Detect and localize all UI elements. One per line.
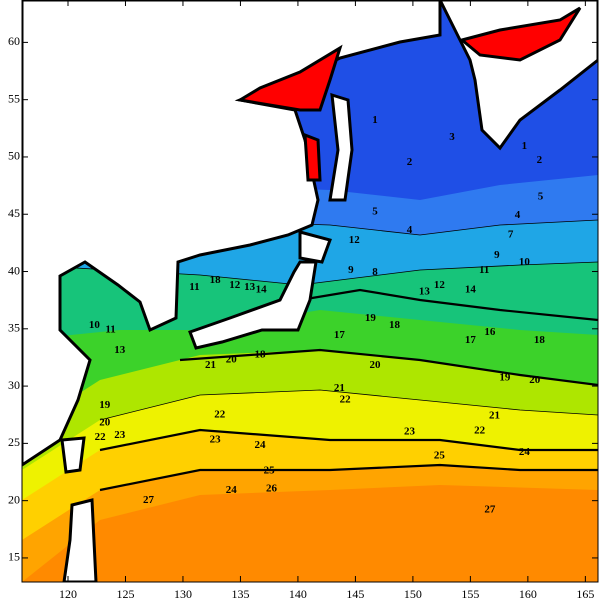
- contour-label: 24: [254, 439, 266, 451]
- contour-label: 22: [95, 431, 107, 443]
- contour-label: 13: [419, 286, 431, 298]
- contour-label: 24: [519, 446, 531, 458]
- contour-label: 10: [519, 256, 531, 268]
- contour: [99, 463, 598, 492]
- land-philippines: [62, 498, 98, 582]
- y-tick-label: 35: [8, 321, 20, 335]
- contour-label: 21: [489, 409, 500, 421]
- x-tick-label: 140: [289, 587, 307, 601]
- contour-label: 2: [537, 154, 543, 166]
- contour-label: 22: [214, 408, 226, 420]
- band: [22, 485, 598, 582]
- contour-label: 27: [143, 494, 155, 506]
- contour-label: 23: [210, 433, 222, 445]
- land-hokkaido: [298, 230, 332, 264]
- y-tick-label: 15: [8, 550, 20, 564]
- y-tick-label: 20: [8, 492, 20, 506]
- contour-label: 14: [256, 283, 268, 295]
- contour-label: 22: [474, 424, 486, 436]
- contour-label: 4: [515, 209, 521, 221]
- contour-label: 19: [365, 312, 377, 324]
- x-tick-label: 150: [404, 587, 422, 601]
- y-tick-label: 55: [8, 91, 20, 105]
- contour-label: 21: [334, 382, 345, 394]
- ice: [235, 44, 343, 112]
- contour-label: 17: [334, 329, 346, 341]
- contour-label: 24: [226, 484, 238, 496]
- contour-label: 7: [508, 228, 514, 240]
- x-tick-label: 155: [461, 587, 479, 601]
- ice: [458, 6, 582, 62]
- contour-label: 14: [465, 283, 477, 295]
- x-tick-label: 125: [116, 587, 134, 601]
- contour-label: 10: [89, 319, 101, 331]
- contour-label: 23: [404, 425, 416, 437]
- contour-label: 20: [529, 374, 541, 386]
- contour-label: 9: [348, 264, 354, 276]
- land-taiwan: [60, 436, 86, 474]
- contour-label: 25: [434, 450, 446, 462]
- x-tick-label: 160: [519, 587, 537, 601]
- y-tick-label: 40: [8, 263, 20, 277]
- x-tick-label: 145: [346, 587, 364, 601]
- contour-label: 19: [99, 399, 111, 411]
- contour-label: 4: [407, 224, 413, 236]
- contour-label: 18: [534, 334, 546, 346]
- land-sakhalin: [328, 92, 354, 202]
- x-tick-label: 135: [231, 587, 249, 601]
- contour-label: 22: [340, 393, 352, 405]
- y-tick-label: 60: [8, 34, 20, 48]
- contour-label: 19: [499, 372, 511, 384]
- contour-label: 17: [465, 334, 477, 346]
- contour-label: 3: [449, 131, 455, 143]
- land-honshu: [188, 260, 318, 350]
- contour-label: 1: [372, 114, 378, 126]
- frame: [21, 0, 599, 583]
- contour-label: 20: [226, 353, 238, 365]
- x-tick-label: 165: [576, 587, 594, 601]
- y-tick-label: 45: [8, 206, 20, 220]
- contour-label: 11: [189, 281, 199, 293]
- contour-label: 5: [538, 191, 544, 203]
- contour: [299, 288, 598, 322]
- contour-label: 27: [484, 503, 496, 515]
- contour-label: 13: [244, 281, 256, 293]
- contour-label: 23: [114, 429, 126, 441]
- map-field: [22, 0, 598, 582]
- contour-label: 12: [349, 234, 361, 246]
- contour: [99, 428, 598, 452]
- contour-label: 12: [229, 279, 241, 291]
- ice: [303, 132, 322, 182]
- contour-label: 26: [266, 483, 278, 495]
- contour-label: 9: [494, 249, 500, 261]
- contour-label: 11: [479, 264, 489, 276]
- y-tick-label: 25: [8, 435, 20, 449]
- contour-label: 1: [522, 140, 528, 152]
- contour-label: 8: [372, 266, 378, 278]
- contour-label: 21: [205, 359, 216, 371]
- y-tick-label: 50: [8, 149, 20, 163]
- contour-label: 20: [99, 416, 111, 428]
- contour-label: 18: [389, 319, 401, 331]
- contour-label: 12: [434, 279, 446, 291]
- contour-label: 11: [105, 323, 115, 335]
- contour-label: 18: [210, 274, 222, 286]
- contour: [179, 348, 598, 387]
- contour-label: 5: [372, 205, 378, 217]
- y-tick-label: 30: [8, 378, 20, 392]
- contour-label: 18: [254, 349, 266, 361]
- contour-label: 13: [114, 344, 126, 356]
- contour-label: 2: [407, 156, 413, 168]
- contour-label: 16: [484, 326, 496, 338]
- contour-label: 20: [369, 359, 381, 371]
- x-tick-label: 120: [59, 587, 77, 601]
- x-tick-label: 130: [174, 587, 192, 601]
- contour-label: 25: [264, 464, 276, 476]
- contour: [99, 389, 598, 421]
